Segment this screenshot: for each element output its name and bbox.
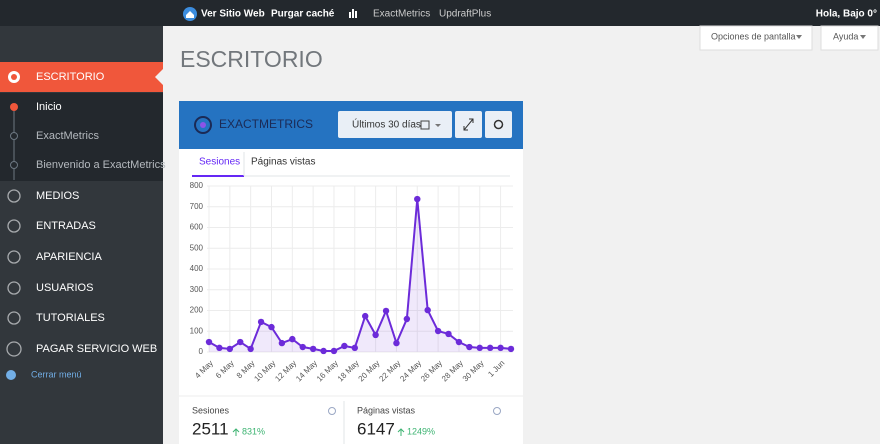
brand-logo [194,116,212,134]
home-glyph [186,11,194,18]
widget [179,101,523,444]
admin-link[interactable]: Purgar caché [271,9,335,20]
point [330,347,338,355]
point [226,345,234,353]
stat-value: 2511 [192,419,229,438]
help-button[interactable] [820,25,879,51]
admin-bar [0,0,880,26]
menu-item[interactable]: APARIENCIA [36,251,102,263]
collapse-menu[interactable]: Cerrar menú [31,369,82,379]
submenu-item[interactable]: ExactMetrics [36,130,99,142]
y-tick-label: 100 [190,326,204,335]
point [237,338,244,346]
point [289,335,296,343]
tab[interactable]: Sesiones [199,157,240,168]
point [320,347,327,355]
submenu-item[interactable]: Inicio [36,101,62,113]
expand-icon [463,118,474,131]
point [486,344,494,352]
admin-link[interactable]: ExactMetrics [373,9,430,20]
point [309,345,317,353]
point [257,318,265,326]
point [414,195,421,203]
settings-icon [493,119,504,130]
brand-name: EXACTMETRICS [219,117,313,131]
settings-button[interactable] [485,111,512,138]
menu-item[interactable]: ESCRITORIO [36,71,105,83]
point [393,339,400,347]
point [278,339,286,347]
point [403,315,411,323]
active-menu[interactable] [0,62,163,92]
stat-label: Páginas vistas [357,405,416,415]
up-arrow [232,428,240,436]
y-tick-label: 600 [190,223,204,232]
point [299,343,306,351]
caret [435,124,441,127]
info-icon[interactable] [493,407,501,415]
admin-link[interactable]: UpdraftPlus [439,9,491,20]
y-tick-label: 500 [190,243,204,252]
caret [796,35,802,39]
point [247,345,254,353]
y-tick-label: 700 [190,202,204,211]
stat-label: Sesiones [192,405,230,415]
stat-change: 831% [242,426,265,436]
point [476,344,483,352]
point [216,344,223,352]
admin-link[interactable]: Ver Sitio Web [201,9,265,20]
point [382,307,390,315]
submenu-item[interactable]: Bienvenido a ExactMetrics [36,159,166,171]
point [205,338,213,346]
brand-logo-core [200,122,206,128]
y-tick-label: 200 [190,306,204,315]
menu-item[interactable]: USUARIOS [36,282,93,294]
greeting[interactable]: Hola, Bajo 0° [816,9,877,20]
point [268,323,275,331]
menu-item[interactable]: PAGAR SERVICIO WEB [36,343,157,355]
collapse-icon [6,370,16,380]
point [507,345,515,353]
screen-options[interactable] [699,25,813,51]
y-tick-label: 300 [190,285,204,294]
calendar-icon [420,120,430,130]
tab[interactable]: Páginas vistas [251,157,315,168]
point [372,331,379,339]
menu-item[interactable]: TUTORIALES [36,312,105,324]
range-select[interactable] [338,111,452,138]
point [424,306,431,314]
point [445,330,452,338]
menu-item[interactable]: ENTRADAS [36,220,96,232]
menu-icon-inner [11,74,17,80]
point [455,338,463,346]
stat-change: 1249% [407,426,435,436]
y-tick-label: 400 [190,264,204,273]
y-tick-label: 800 [190,181,204,190]
submenu-dot [10,132,18,140]
submenu-dot [10,103,18,111]
point [351,344,358,352]
menu-icons [6,189,22,357]
point [497,344,504,352]
submenu-dot [10,161,18,169]
stat-value: 6147 [357,419,395,438]
range-label[interactable]: Últimos 30 días [352,118,421,131]
point [466,343,473,351]
point [362,312,369,320]
screen-options-label[interactable]: Opciones de pantalla [711,31,796,41]
menu-item[interactable]: MEDIOS [36,190,79,202]
active-notch [155,68,164,86]
help-label[interactable]: Ayuda [833,31,858,41]
caret [860,35,866,39]
page-title: ESCRITORIO [180,46,323,72]
submenu [0,93,163,181]
point [341,342,348,350]
stats-icon [349,9,357,18]
up-arrow [397,428,405,436]
point [434,327,442,335]
y-tick-label: 0 [199,347,204,356]
info-icon[interactable] [328,407,336,415]
